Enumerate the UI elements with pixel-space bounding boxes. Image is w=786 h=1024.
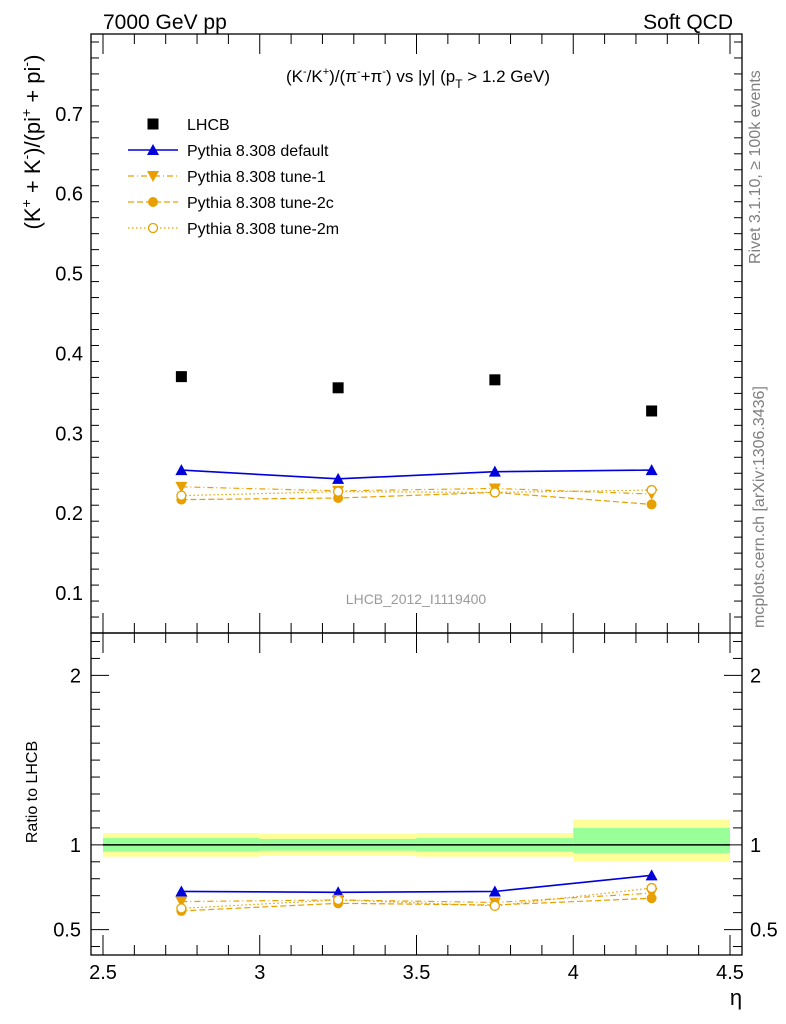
ratio-line-pythia-8-308-tune-2c <box>181 897 652 912</box>
ratio-point-pythia-8-308-tune-2m <box>489 900 501 912</box>
main-y-tick-label: 0.3 <box>55 423 83 445</box>
mcplots-label: mcplots.cern.ch [arXiv:1306.3436] <box>751 386 768 628</box>
ratio-point-pythia-8-308-tune-2c <box>646 893 657 904</box>
legend-marker <box>148 197 158 207</box>
ratio-y-label: Ratio to LHCB <box>24 741 41 843</box>
ratio-point-pythia-8-308-default <box>175 885 188 897</box>
data-point-lhcb <box>175 371 187 383</box>
ratio-point-pythia-8-308-tune-2m <box>646 882 657 894</box>
header-right: Soft QCD <box>643 11 733 34</box>
main-y-label: (K+ + K-)/(pi+ + pi-) <box>18 55 45 230</box>
rivet-label: Rivet 3.1.10, ≥ 100k events <box>747 70 764 264</box>
ratio-frame <box>90 632 743 956</box>
legend-label: Pythia 8.308 tune-2c <box>187 195 334 212</box>
data-point-pythia-8-308-tune-2m <box>332 486 344 497</box>
ratio-point-pythia-8-308-default <box>488 885 501 897</box>
data-point-pythia-8-308-default <box>488 465 501 477</box>
main-y-tick-label: 0.2 <box>55 503 83 525</box>
data-point-pythia-8-308-tune-2m <box>646 484 657 496</box>
data-point-pythia-8-308-tune-2m <box>176 490 187 501</box>
ratio-line-pythia-8-308-default <box>181 874 652 894</box>
ratio-panel: 2.5 3 3.5 4 4.5 0.5 0.5 1 1 2 2 <box>53 34 778 984</box>
data-point-lhcb <box>332 382 344 394</box>
series-pythia-8-308-tune-2c <box>176 487 657 510</box>
data-point-pythia-8-308-default <box>645 464 658 476</box>
legend: LHCB Pythia 8.308 default Pythia 8.308 tun… <box>128 117 339 238</box>
data-point-lhcb <box>489 374 501 386</box>
legend-label: Pythia 8.308 tune-2m <box>187 221 339 238</box>
x-tick-label: 3.5 <box>403 962 431 984</box>
legend-label: Pythia 8.308 default <box>187 143 329 160</box>
analysis-watermark: LHCB_2012_I1119400 <box>346 591 487 607</box>
ratio-y-tick-label: 2 <box>70 665 81 687</box>
series-line-pythia-8-308-tune-1 <box>181 486 652 495</box>
legend-marker <box>147 144 159 155</box>
legend-marker <box>147 222 159 234</box>
main-y-tick-label: 0.4 <box>55 343 83 365</box>
series-line-pythia-8-308-default <box>181 469 652 480</box>
data-point-lhcb <box>646 405 658 417</box>
x-tick-label: 4 <box>568 962 579 984</box>
series-pythia-8-308-tune-2m <box>176 484 657 501</box>
legend-item-lhcb: LHCB <box>147 117 230 134</box>
ratio-point-pythia-8-308-tune-2m <box>332 894 344 906</box>
data-point-pythia-8-308-tune-2m <box>489 487 501 498</box>
legend-item-pythia-8-308-tune-2c: Pythia 8.308 tune-2c <box>128 195 334 212</box>
main-y-tick-label: 0.7 <box>55 104 83 126</box>
ratio-point-pythia-8-308-default <box>332 886 345 898</box>
legend-item-pythia-8-308-tune-1: Pythia 8.308 tune-1 <box>128 169 326 186</box>
legend-label: Pythia 8.308 tune-1 <box>187 169 326 186</box>
ratio-y-tick-label-right: 2 <box>750 665 761 687</box>
main-y-tick-label: 0.1 <box>55 583 83 605</box>
ratio-y-tick-label: 1 <box>70 835 81 857</box>
ratio-band-inner-3 <box>573 827 730 854</box>
ratio-line-pythia-8-308-tune-1 <box>181 892 652 904</box>
ratio-point-pythia-8-308-tune-2m <box>176 903 187 914</box>
main-panel: 0.1 0.2 0.3 0.4 0.5 0.6 0.7 <box>55 33 743 634</box>
x-tick-label: 3 <box>254 962 265 984</box>
ratio-y-tick-label-right: 0.5 <box>750 920 778 942</box>
plot-title: (K-/K+)/(π-+π-) vs |y| (pT > 1.2 GeV) <box>286 66 550 91</box>
data-point-pythia-8-308-default <box>332 472 345 484</box>
legend-marker <box>147 171 159 182</box>
series-pythia-8-308-tune-1 <box>175 481 658 501</box>
series-line-pythia-8-308-tune-2c <box>181 491 652 506</box>
data-point-pythia-8-308-tune-1 <box>175 481 188 493</box>
series-lhcb <box>175 371 658 417</box>
ratio-series-pythia-8-308-default <box>175 869 658 898</box>
x-tick-label: 2.5 <box>89 962 117 984</box>
x-axis-label: η <box>730 985 742 1010</box>
ratio-point-pythia-8-308-default <box>645 869 658 881</box>
main-y-tick-label: 0.5 <box>55 264 83 286</box>
x-tick-label: 4.5 <box>716 962 744 984</box>
ratio-line-pythia-8-308-tune-2m <box>181 887 652 909</box>
header-left: 7000 GeV pp <box>103 11 227 34</box>
ratio-series-pythia-8-308-tune-2m <box>176 882 657 914</box>
main-y-tick-label: 0.6 <box>55 184 83 206</box>
data-point-pythia-8-308-default <box>175 464 188 476</box>
data-point-pythia-8-308-tune-2c <box>646 499 657 510</box>
legend-marker <box>147 118 159 130</box>
legend-item-pythia-8-308-default: Pythia 8.308 default <box>128 143 329 160</box>
legend-label: LHCB <box>187 117 230 134</box>
legend-item-pythia-8-308-tune-2m: Pythia 8.308 tune-2m <box>128 221 339 238</box>
series-pythia-8-308-default <box>175 464 658 484</box>
ratio-y-tick-label: 0.5 <box>53 920 81 942</box>
ratio-y-tick-label-right: 1 <box>750 835 761 857</box>
ratio-point-pythia-8-308-tune-1 <box>175 896 188 908</box>
